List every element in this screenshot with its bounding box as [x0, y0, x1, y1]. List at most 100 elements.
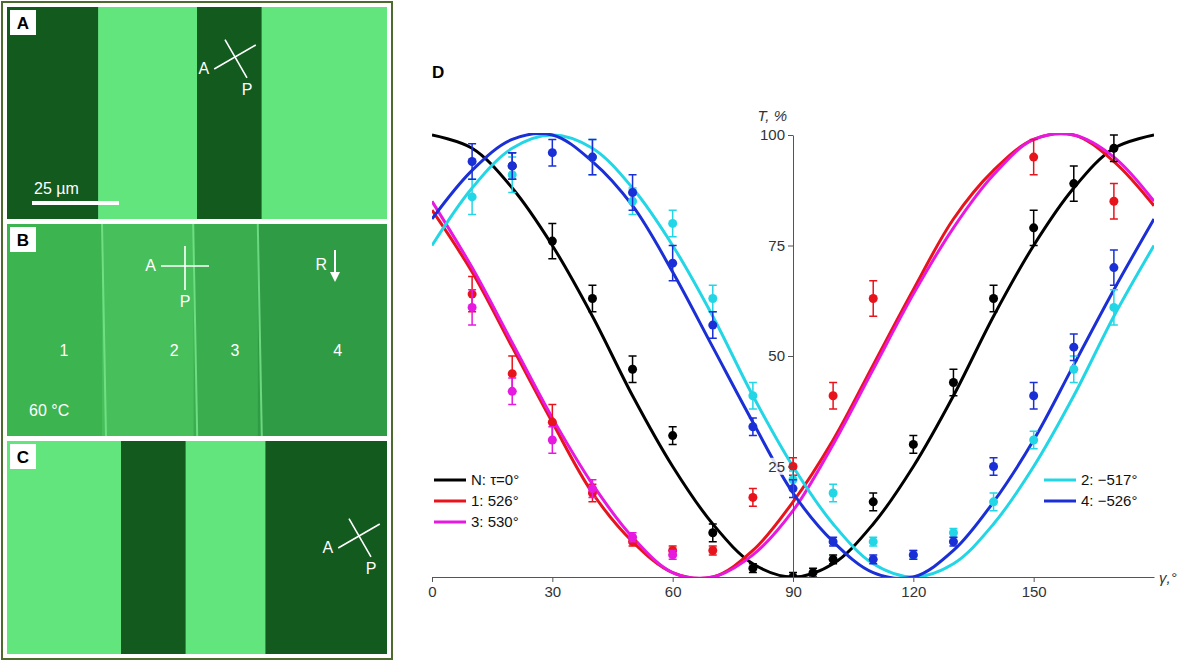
panel-letter: B [17, 231, 29, 250]
error-bar [1110, 184, 1118, 219]
error-bar [709, 312, 717, 339]
x-tick-label: 0 [428, 583, 436, 600]
rubbing-arrow [334, 250, 336, 274]
data-point [1029, 435, 1038, 444]
polarizer-line [349, 519, 371, 557]
x-tick: 30 [544, 577, 561, 600]
fit-curve [432, 135, 1154, 577]
data-point [989, 462, 998, 471]
error-bar [1030, 383, 1038, 410]
figure: AAP25 µmBAPR123460 °CCAPD030609012015025… [0, 0, 1196, 663]
x-tick: 150 [1022, 577, 1047, 600]
polarizer-cross [328, 507, 392, 569]
error-bar [709, 524, 717, 542]
data-point [628, 365, 637, 374]
data-point [1109, 303, 1118, 312]
panel-letter: A [17, 14, 29, 33]
data-point [909, 550, 918, 559]
x-tick: 90 [785, 577, 802, 600]
data-point [989, 294, 998, 303]
polarizer-label: P [180, 293, 191, 310]
x-tick-mark [1034, 577, 1035, 582]
error-bar [629, 356, 637, 383]
legend-swatch [434, 521, 466, 524]
data-point [668, 219, 677, 228]
x-tick-label: 90 [785, 583, 802, 600]
x-tick: 60 [665, 577, 682, 600]
data-point [468, 192, 477, 201]
data-point [829, 391, 838, 400]
x-axis-title: γ,° [1159, 569, 1177, 586]
data-point [748, 564, 757, 573]
stripe [121, 441, 186, 654]
data-point [668, 259, 677, 268]
chart: D0306090120150255075100T, %γ,°N: τ=0°1: … [428, 63, 1176, 600]
data-point [1069, 343, 1078, 352]
error-bar [909, 550, 917, 559]
error-bar [869, 493, 877, 511]
error-bar [669, 550, 677, 559]
error-bar [669, 246, 677, 281]
error-bar [629, 533, 637, 542]
analyzer-label: A [323, 539, 334, 556]
data-point [949, 378, 958, 387]
data-series [508, 135, 1119, 577]
error-bar [669, 210, 677, 237]
error-bar [468, 290, 476, 325]
legend-item: 3: 530° [434, 513, 519, 530]
data-point [1109, 263, 1118, 272]
x-tick: 0 [428, 577, 436, 600]
x-tick-mark [552, 577, 553, 582]
label-background [759, 126, 786, 143]
panel-letter: D [432, 63, 444, 82]
y-tick: 25 [767, 458, 793, 475]
domain-wall [102, 224, 106, 436]
error-bar [909, 550, 917, 559]
data-point [508, 161, 517, 170]
y-tick-label: 50 [768, 347, 785, 364]
data-point [748, 391, 757, 400]
error-bar [990, 285, 998, 312]
y-tick-mark [788, 467, 793, 468]
domain-number: 1 [60, 342, 69, 359]
stripe [262, 7, 387, 219]
domain-number: 3 [231, 342, 240, 359]
label-background [767, 458, 786, 475]
data-point [508, 161, 517, 170]
analyzer-label: A [145, 257, 156, 274]
x-tick-label: 30 [544, 583, 561, 600]
data-point [949, 528, 958, 537]
error-bar [1110, 250, 1118, 285]
polarizer-label: P [366, 560, 377, 577]
panel-letter-box [10, 10, 36, 35]
data-point [829, 537, 838, 546]
data-point [548, 237, 557, 246]
error-bar [468, 179, 476, 214]
micrograph-column: AAP25 µmBAPR123460 °CCAP [2, 2, 392, 659]
label-background [767, 347, 786, 364]
micrograph-panel: AAP25 µm [7, 7, 388, 219]
y-axis: 255075100 [759, 126, 794, 577]
label-background [767, 237, 786, 254]
polarizer-line [225, 40, 247, 78]
data-point [869, 497, 878, 506]
data-point [708, 528, 717, 537]
error-bar [1110, 290, 1118, 325]
error-bar [508, 153, 516, 180]
data-point [909, 550, 918, 559]
data-point [1029, 391, 1038, 400]
error-bar [869, 555, 877, 564]
polarizer-label: P [242, 81, 253, 98]
error-bar [809, 568, 817, 577]
data-point [829, 489, 838, 498]
data-point [1109, 144, 1118, 153]
data-point [1069, 179, 1078, 188]
stripe [186, 441, 266, 654]
data-point [468, 157, 477, 166]
error-bar [1110, 135, 1118, 162]
legend-swatch [434, 479, 466, 482]
domain-number: 2 [170, 342, 179, 359]
legend-item: 4: −526° [1044, 492, 1137, 509]
fit-curve [432, 135, 1154, 577]
y-tick-label: 75 [768, 237, 785, 254]
